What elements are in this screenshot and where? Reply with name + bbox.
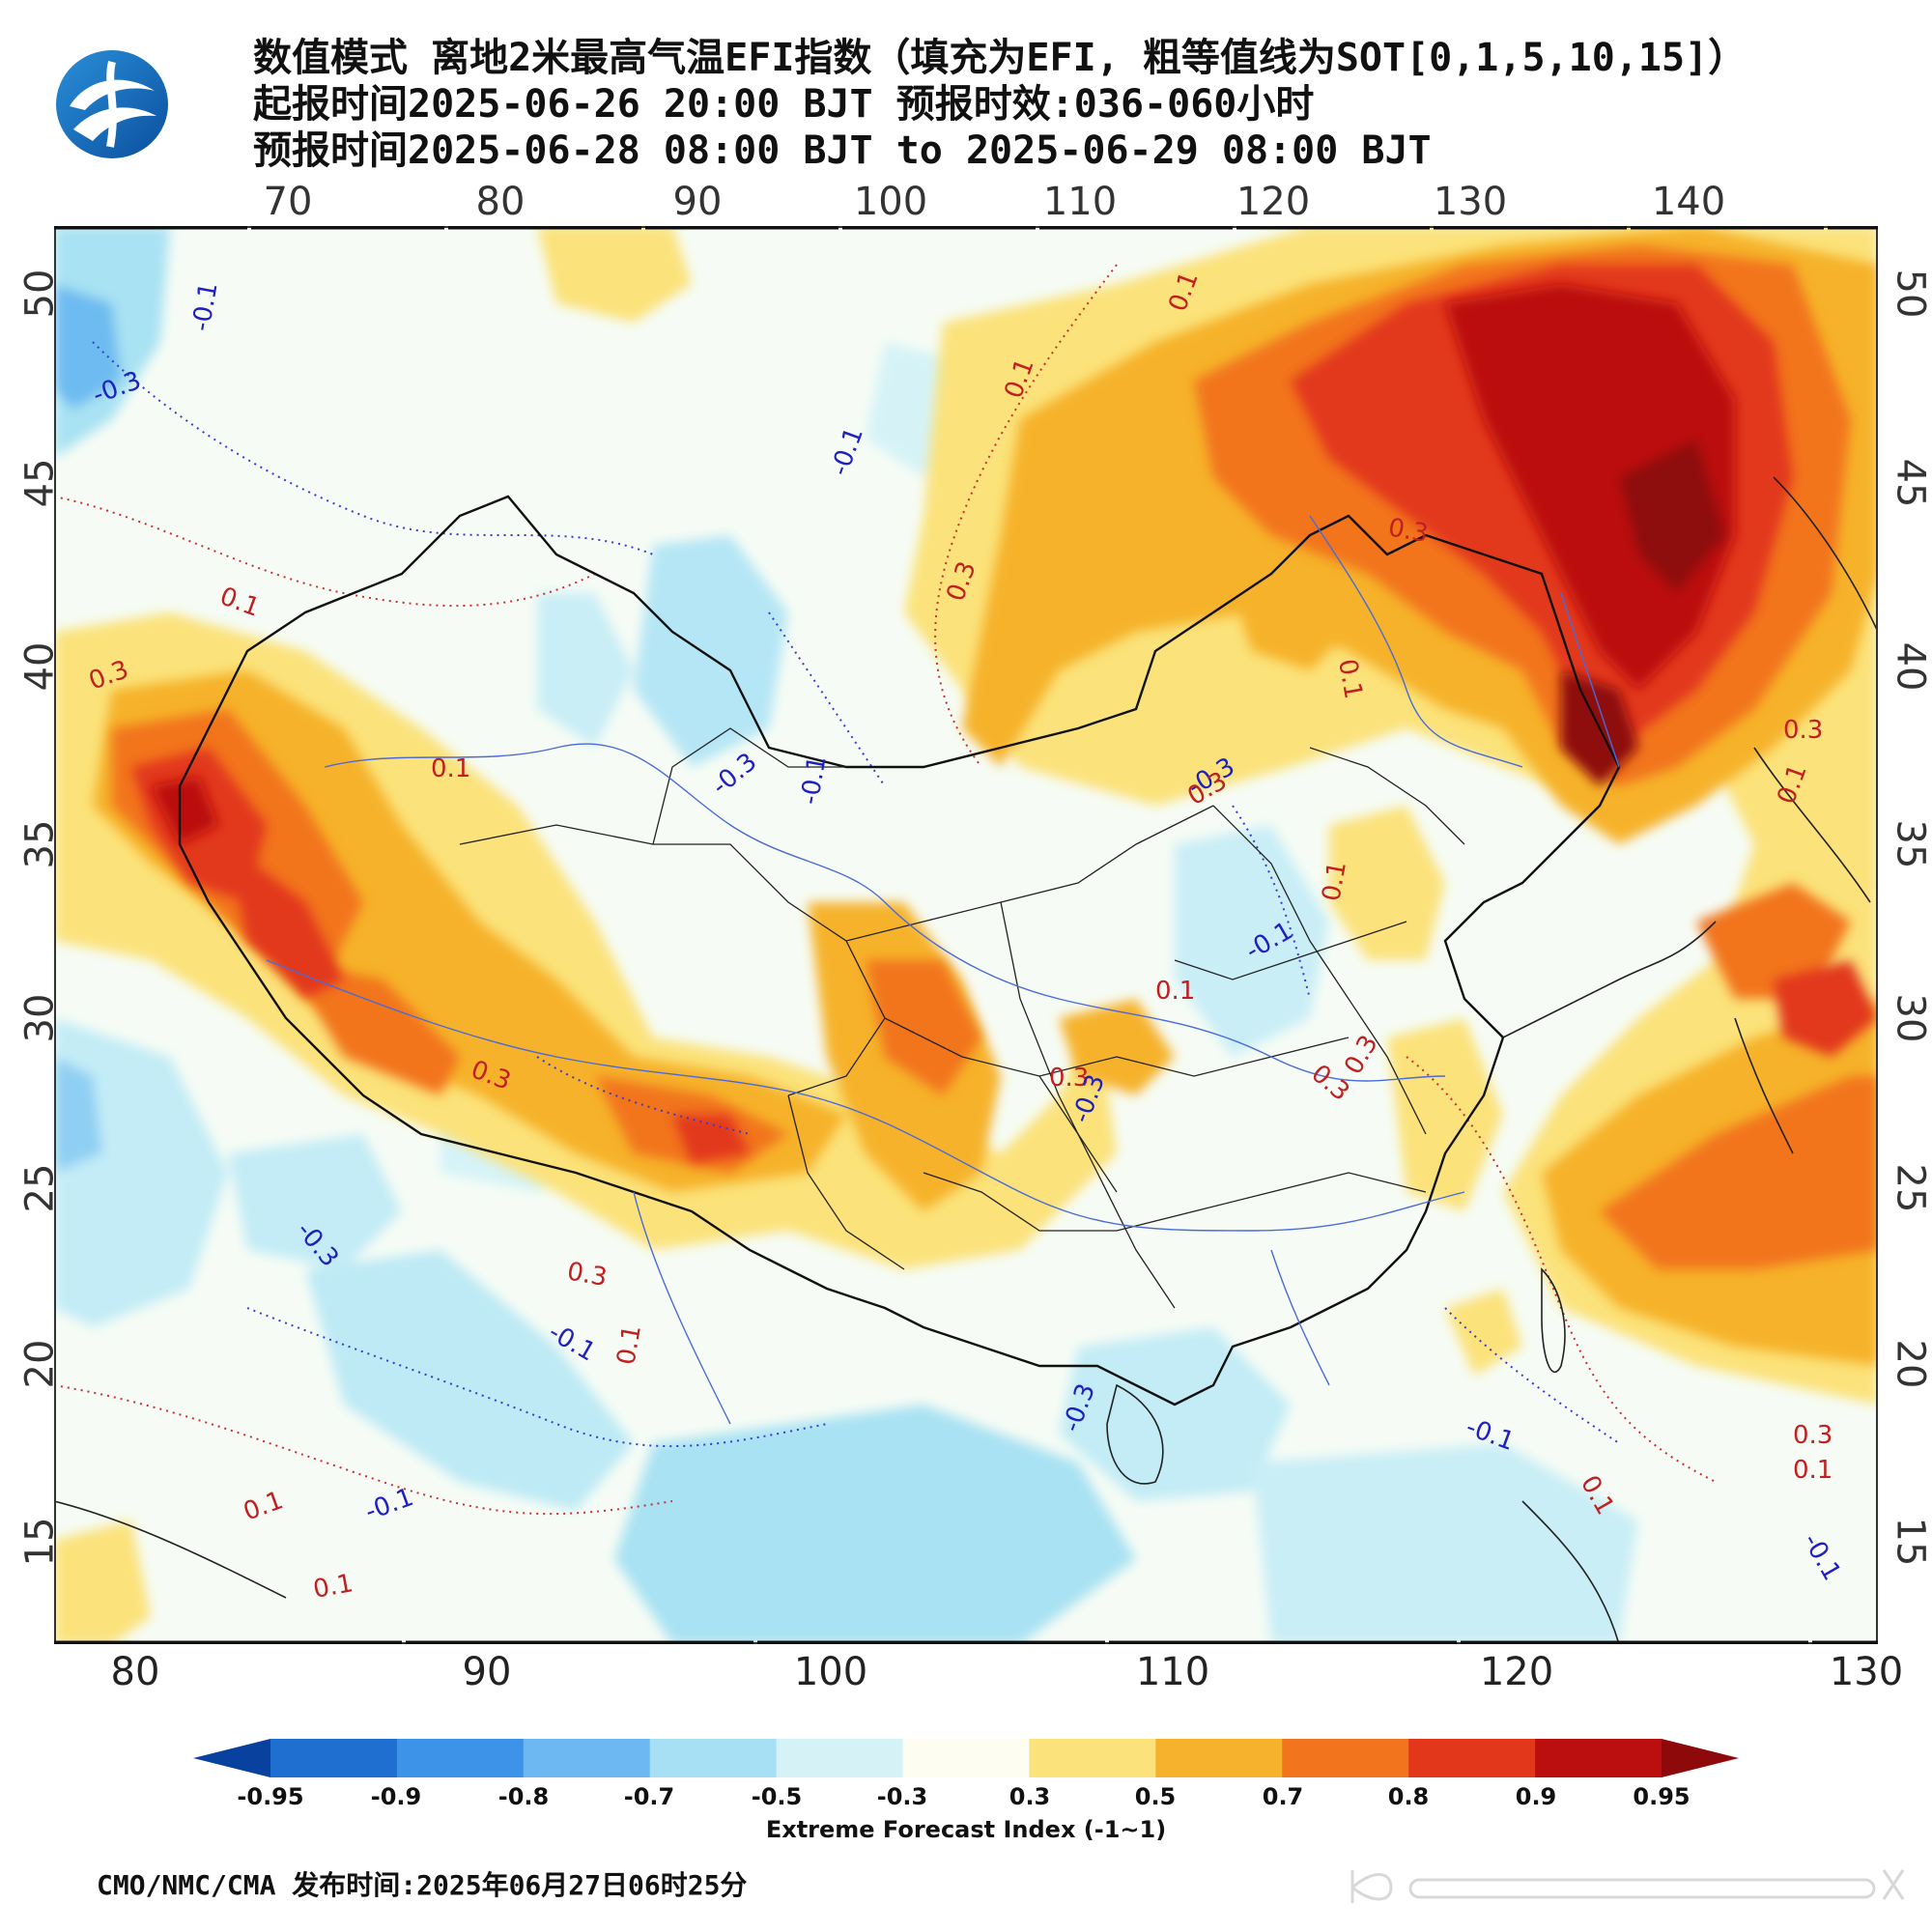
- top-lon-tick: 100: [853, 180, 928, 224]
- bottom-lon-tick: 100: [793, 1650, 868, 1694]
- colorbar-tick-label: -0.7: [623, 1783, 675, 1810]
- footer-publish-info: CMO/NMC/CMA 发布时间:2025年06月27日06时25分: [97, 1869, 748, 1901]
- top-lon-tick: 140: [1651, 180, 1726, 224]
- contour-label: 0.1: [1793, 1456, 1833, 1485]
- colorbar-tick-label: 0.8: [1387, 1783, 1430, 1810]
- colorbar-tick-label: 0.3: [1009, 1783, 1051, 1810]
- cma-logo-icon: [56, 50, 168, 158]
- efi-map: -0.1 -0.3 0.1 -0.1 0.1 0.3 0.3 0.1 0.3 0…: [54, 226, 1878, 1644]
- bottom-lon-tick: 80: [110, 1650, 160, 1694]
- title-line-3: 预报时间2025-06-28 08:00 BJT to 2025-06-29 0…: [253, 128, 1432, 173]
- chart-title-block: 数值模式 离地2米最高气温EFI指数（填充为EFI, 粗等值线为SOT[0,1,…: [253, 35, 1747, 174]
- colorbar-tick-label: 0.95: [1633, 1783, 1690, 1810]
- right-lat-tick: 50: [1888, 269, 1932, 319]
- right-lat-tick: 45: [1888, 458, 1932, 508]
- right-lat-tick: 35: [1888, 819, 1932, 869]
- colorbar-tick-label: -0.5: [751, 1783, 803, 1810]
- bottom-lon-tick: 90: [462, 1650, 512, 1694]
- right-lat-tick: 30: [1888, 993, 1932, 1043]
- colorbar-segment: [1535, 1739, 1662, 1777]
- contour-label: 0.1: [311, 1569, 355, 1605]
- title-line-1: 数值模式 离地2米最高气温EFI指数（填充为EFI, 粗等值线为SOT[0,1,…: [253, 36, 1747, 80]
- colorbar-segment: [1155, 1739, 1283, 1777]
- contour-label: 0.3: [1049, 1064, 1089, 1093]
- bottom-lon-tick: 120: [1479, 1650, 1554, 1694]
- colorbar-segment: [1282, 1739, 1409, 1777]
- contour-label: 0.3: [1793, 1421, 1833, 1450]
- colorbar-tick-label: 0.5: [1134, 1783, 1177, 1810]
- colorbar-left-arrow: [193, 1739, 270, 1777]
- contour-label: 0.1: [1332, 657, 1368, 701]
- top-lon-tick: 120: [1236, 180, 1311, 224]
- rivers: [266, 515, 1620, 1425]
- contour-label: 0.3: [565, 1257, 610, 1293]
- colorbar-segment: [649, 1739, 778, 1777]
- colorbar-tick-label: -0.95: [237, 1783, 304, 1810]
- bottom-lon-tick: 130: [1829, 1650, 1904, 1694]
- colorbar-tick-label: 0.7: [1262, 1783, 1304, 1810]
- contour-label: 0.3: [1783, 716, 1823, 745]
- colorbar-tick-label: 0.9: [1515, 1783, 1557, 1810]
- right-lat-tick: 25: [1888, 1163, 1932, 1213]
- colorbar-tick-label: -0.9: [370, 1783, 422, 1810]
- contour-label: 0.1: [611, 1322, 647, 1367]
- colorbar-segment: [270, 1739, 398, 1777]
- top-lon-tick: 70: [263, 180, 313, 224]
- title-line-2: 起报时间2025-06-26 20:00 BJT 预报时效:036-060小时: [253, 82, 1315, 127]
- colorbar-title: Extreme Forecast Index (-1~1): [765, 1816, 1167, 1843]
- top-lon-tick: 80: [475, 180, 526, 224]
- colorbar-segment: [396, 1739, 525, 1777]
- contour-label: 0.3: [1386, 513, 1431, 549]
- contour-label: 0.1: [1155, 977, 1195, 1006]
- china-border: [178, 495, 1621, 1406]
- weibo-watermark-icon: [1350, 1869, 1905, 1903]
- top-lon-tick: 130: [1433, 180, 1508, 224]
- contour-label: 0.1: [431, 754, 470, 783]
- contour-label: 0.1: [1317, 859, 1352, 903]
- colorbar-tick-label: -0.3: [876, 1783, 928, 1810]
- colorbar-segment: [776, 1739, 904, 1777]
- right-lat-tick: 15: [1888, 1517, 1932, 1567]
- right-lat-tick: 20: [1888, 1339, 1932, 1389]
- colorbar-right-arrow: [1662, 1739, 1739, 1777]
- efi-colorbar: [193, 1739, 1739, 1777]
- colorbar-segment: [1029, 1739, 1156, 1777]
- top-lon-tick: 90: [672, 180, 723, 224]
- colorbar-segment: [523, 1739, 651, 1777]
- frame-ticks: [54, 226, 1878, 1644]
- colorbar-tick-label: -0.8: [497, 1783, 550, 1810]
- colorbar-segment: [1408, 1739, 1536, 1777]
- colorbar-segment: [902, 1739, 1030, 1777]
- bottom-lon-tick: 110: [1135, 1650, 1210, 1694]
- top-lon-tick: 110: [1042, 180, 1118, 224]
- coastlines: [54, 476, 1878, 1644]
- right-lat-tick: 40: [1888, 641, 1932, 692]
